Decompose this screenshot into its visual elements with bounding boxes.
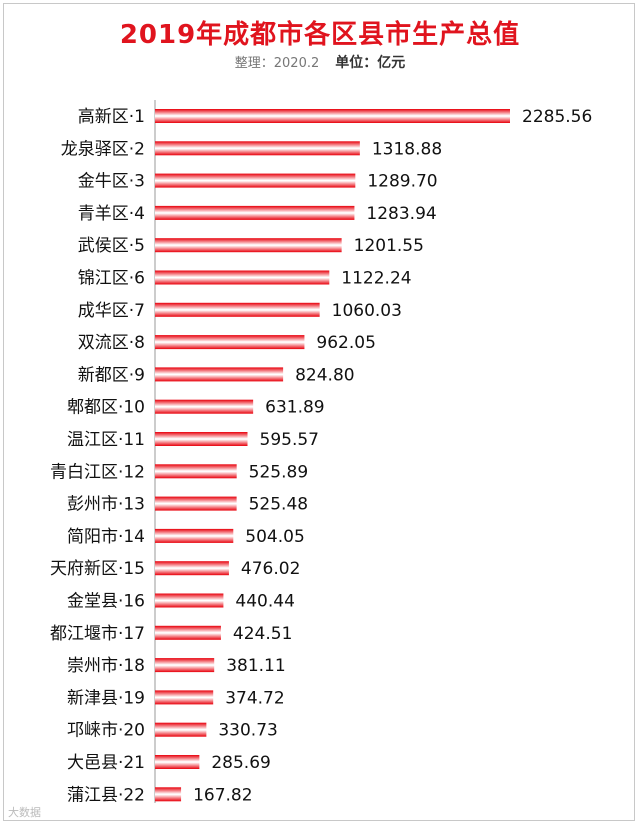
category-label: 崇州市·18 (67, 656, 145, 676)
category-label: 新都区·9 (78, 365, 145, 385)
value-label: 1318.88 (372, 139, 442, 159)
category-label: 邛崃市·20 (67, 721, 145, 741)
bar (155, 367, 284, 382)
bar (155, 625, 221, 640)
bar (155, 496, 237, 511)
category-label: 天府新区·15 (50, 559, 145, 579)
value-label: 381.11 (226, 656, 285, 676)
chart-subtitle: 整理：2020.2 单位：亿元 (0, 52, 640, 72)
value-label: 1201.55 (354, 236, 424, 256)
value-label: 1283.94 (366, 204, 436, 224)
value-label: 424.51 (233, 624, 292, 644)
category-label: 金堂县·16 (67, 592, 145, 612)
value-label: 824.80 (295, 365, 354, 385)
category-label: 锦江区·6 (78, 269, 145, 289)
bar (155, 658, 215, 673)
subtitle-date: 整理：2020.2 (234, 56, 320, 71)
category-label: 双流区·8 (78, 333, 145, 353)
value-label: 440.44 (235, 592, 294, 612)
value-label: 285.69 (211, 753, 270, 773)
bar (155, 755, 200, 769)
bar (155, 335, 305, 350)
bar (155, 561, 229, 576)
bar (155, 787, 182, 802)
bar (155, 593, 224, 608)
value-label: 330.73 (218, 721, 277, 741)
value-label: 962.05 (316, 333, 375, 353)
value-label: 525.48 (249, 495, 308, 515)
category-label: 简阳市·14 (67, 527, 145, 547)
bar (155, 399, 254, 414)
value-label: 1122.24 (341, 269, 411, 289)
bar (155, 109, 510, 123)
watermark: 大数据 (8, 806, 41, 819)
unit-label: 单位：亿元 (335, 55, 406, 71)
category-label: 武侯区·5 (78, 236, 145, 256)
bar (155, 205, 355, 220)
value-label: 631.89 (265, 398, 324, 418)
chart-title: 2019年成都市各区县市生产总值 (119, 20, 521, 50)
bar (155, 173, 356, 188)
value-label: 504.05 (245, 527, 304, 547)
category-label: 青白江区·12 (50, 462, 145, 482)
chart-frame (3, 3, 635, 821)
category-label: 新津县·19 (67, 688, 145, 708)
bar (155, 302, 320, 317)
value-label: 476.02 (241, 559, 300, 579)
category-label: 温江区·11 (67, 430, 145, 450)
bar (155, 690, 214, 705)
value-label: 1289.70 (367, 172, 437, 192)
category-label: 都江堰市·17 (50, 624, 145, 644)
value-label: 525.89 (249, 462, 308, 482)
bar (155, 270, 330, 285)
category-label: 蒲江县·22 (67, 785, 145, 805)
bar (155, 528, 234, 543)
category-label: 大邑县·21 (67, 753, 145, 773)
category-label: 成华区·7 (78, 301, 145, 321)
bar (155, 141, 360, 156)
category-label: 龙泉驿区·2 (61, 139, 145, 159)
category-label: 高新区·1 (78, 107, 145, 127)
value-label: 595.57 (260, 430, 319, 450)
value-label: 374.72 (225, 688, 284, 708)
category-label: 金牛区·3 (78, 172, 145, 192)
value-label: 167.82 (193, 785, 252, 805)
bar (155, 464, 237, 479)
category-label: 彭州市·13 (67, 495, 145, 515)
bar (155, 432, 248, 446)
value-label: 1060.03 (332, 301, 402, 321)
category-label: 郫都区·10 (67, 398, 145, 418)
value-label: 2285.56 (522, 107, 592, 127)
category-label: 青羊区·4 (78, 204, 145, 224)
bar (155, 238, 342, 253)
bar (155, 722, 207, 737)
